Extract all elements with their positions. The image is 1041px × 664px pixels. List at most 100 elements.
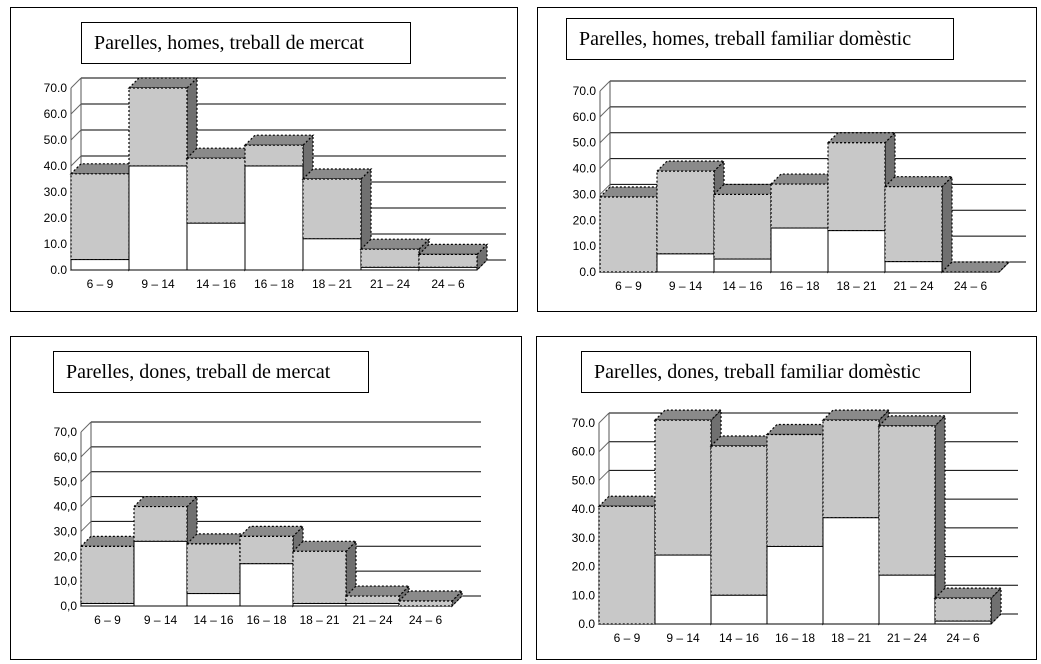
x-tick-label: 21 – 24 <box>887 631 927 645</box>
y-tick-label: 0.0 <box>50 263 67 277</box>
x-tick-label: 24 – 6 <box>954 279 988 293</box>
x-tick-label: 6 – 9 <box>94 613 121 627</box>
bar-top <box>821 409 891 421</box>
bar-top <box>826 132 897 144</box>
bar-lower-segment <box>934 620 992 625</box>
gridline-depth <box>80 421 92 433</box>
y-tick-label: 0.0 <box>579 265 596 279</box>
bar-lower-segment <box>770 227 829 273</box>
chart-svg: 0.0 10.0 20.0 30.0 40.0 50.0 60.0 70.0 6 – 9 9 – … <box>572 408 1018 645</box>
y-tick-label: 70.0 <box>572 416 596 430</box>
x-tick-label: 16 – 18 <box>246 613 286 627</box>
bar-lower-segment <box>822 517 880 625</box>
y-tick-label: 20.0 <box>44 211 68 225</box>
bar-lower-segment <box>292 603 347 607</box>
bar-lower-segment <box>656 253 715 273</box>
bar-top <box>291 540 358 552</box>
gridline-depth <box>598 441 610 453</box>
gridline-depth <box>80 521 92 532</box>
y-tick-label: 10.0 <box>573 239 597 253</box>
bar-upper-segment <box>80 545 135 605</box>
bar-side <box>990 586 1002 626</box>
bar-lower-segment <box>239 563 294 607</box>
gridline-depth <box>70 103 82 115</box>
bar-upper-segment <box>345 595 400 605</box>
bar-upper-segment <box>827 142 886 232</box>
bar-upper-segment <box>934 597 992 622</box>
bar-upper-segment <box>878 425 936 576</box>
x-tick-label: 16 – 18 <box>775 631 815 645</box>
bar-upper-segment <box>884 186 943 263</box>
bar-upper-segment <box>656 170 715 255</box>
bar-upper-segment <box>186 157 246 224</box>
bar-top <box>79 535 146 547</box>
bar-top <box>598 186 669 198</box>
gridline-depth <box>599 184 611 195</box>
chart-panel-2: 0,0 10,0 20,0 30,0 40,0 50,0 60,0 70,0 6 – 9 9 – … <box>10 336 522 660</box>
bar-upper-segment <box>239 535 294 565</box>
y-tick-label: 40.0 <box>44 159 68 173</box>
gridline-depth <box>80 471 92 483</box>
gridline-depth <box>599 132 611 144</box>
bar-upper-segment <box>244 144 304 167</box>
y-tick-label: 50,0 <box>54 475 78 489</box>
y-tick-label: 10.0 <box>44 237 68 251</box>
bar-lower-segment <box>878 574 936 625</box>
y-tick-label: 10,0 <box>54 574 78 588</box>
bar-upper-segment <box>822 419 880 519</box>
bar-lower-segment <box>884 261 943 273</box>
x-tick-label: 18 – 21 <box>831 631 871 645</box>
y-tick-label: 30.0 <box>44 185 68 199</box>
bar-top <box>933 587 1003 599</box>
chart-title: Parelles, homes, treball de mercat <box>81 22 411 64</box>
x-tick-label: 9 – 14 <box>669 279 703 293</box>
x-tick-label: 24 – 6 <box>946 631 980 645</box>
bar-lower-segment <box>827 230 886 273</box>
bar-upper-segment <box>70 173 130 261</box>
bar-top <box>655 160 726 172</box>
y-tick-label: 40.0 <box>572 502 596 516</box>
y-tick-label: 60.0 <box>44 107 68 121</box>
bar-upper-segment <box>598 505 656 625</box>
x-tick-label: 14 – 16 <box>193 613 233 627</box>
bar-top <box>877 415 947 427</box>
bar-upper-segment <box>128 87 188 167</box>
bar-top <box>397 590 464 602</box>
y-tick-label: 50.0 <box>44 133 68 147</box>
gridline-depth <box>70 155 82 167</box>
bar-upper-segment <box>710 445 768 596</box>
bar-upper-segment <box>360 248 420 268</box>
chart-title: Parelles, homes, treball familiar domèst… <box>566 18 954 60</box>
x-tick-label: 6 – 9 <box>87 277 114 291</box>
gridline-depth <box>599 106 611 118</box>
bar-upper-segment <box>766 433 824 548</box>
gridline-depth <box>70 129 82 141</box>
x-tick-label: 18 – 21 <box>312 277 352 291</box>
chart-svg: 0.0 10.0 20.0 30.0 40.0 50.0 60.0 70.0 6 – 9 9 – … <box>573 80 1026 293</box>
bar-top <box>597 495 667 507</box>
bar-top <box>185 533 252 545</box>
bar-lower-segment <box>128 165 188 271</box>
y-tick-label: 40,0 <box>54 500 78 514</box>
bar-upper-segment <box>770 183 829 229</box>
bar-lower-segment <box>70 259 130 271</box>
x-tick-label: 6 – 9 <box>615 279 642 293</box>
bar-top <box>127 77 199 89</box>
y-tick-label: 0,0 <box>60 599 77 613</box>
y-tick-label: 30.0 <box>572 531 596 545</box>
gridline-depth <box>80 496 92 507</box>
bar-top <box>940 261 1011 273</box>
gridline-depth <box>598 470 610 481</box>
x-tick-label: 24 – 6 <box>431 277 465 291</box>
bar-upper-segment <box>599 196 658 273</box>
bar-top <box>132 495 199 508</box>
bar-top <box>653 409 723 421</box>
x-tick-label: 18 – 21 <box>299 613 339 627</box>
x-tick-label: 18 – 21 <box>836 279 876 293</box>
gridline-depth <box>80 446 92 458</box>
y-tick-label: 10.0 <box>572 588 596 602</box>
bar-lower-segment <box>345 603 400 607</box>
x-tick-label: 14 – 16 <box>722 279 762 293</box>
y-tick-label: 60.0 <box>573 110 597 124</box>
bar-upper-segment <box>418 253 478 268</box>
